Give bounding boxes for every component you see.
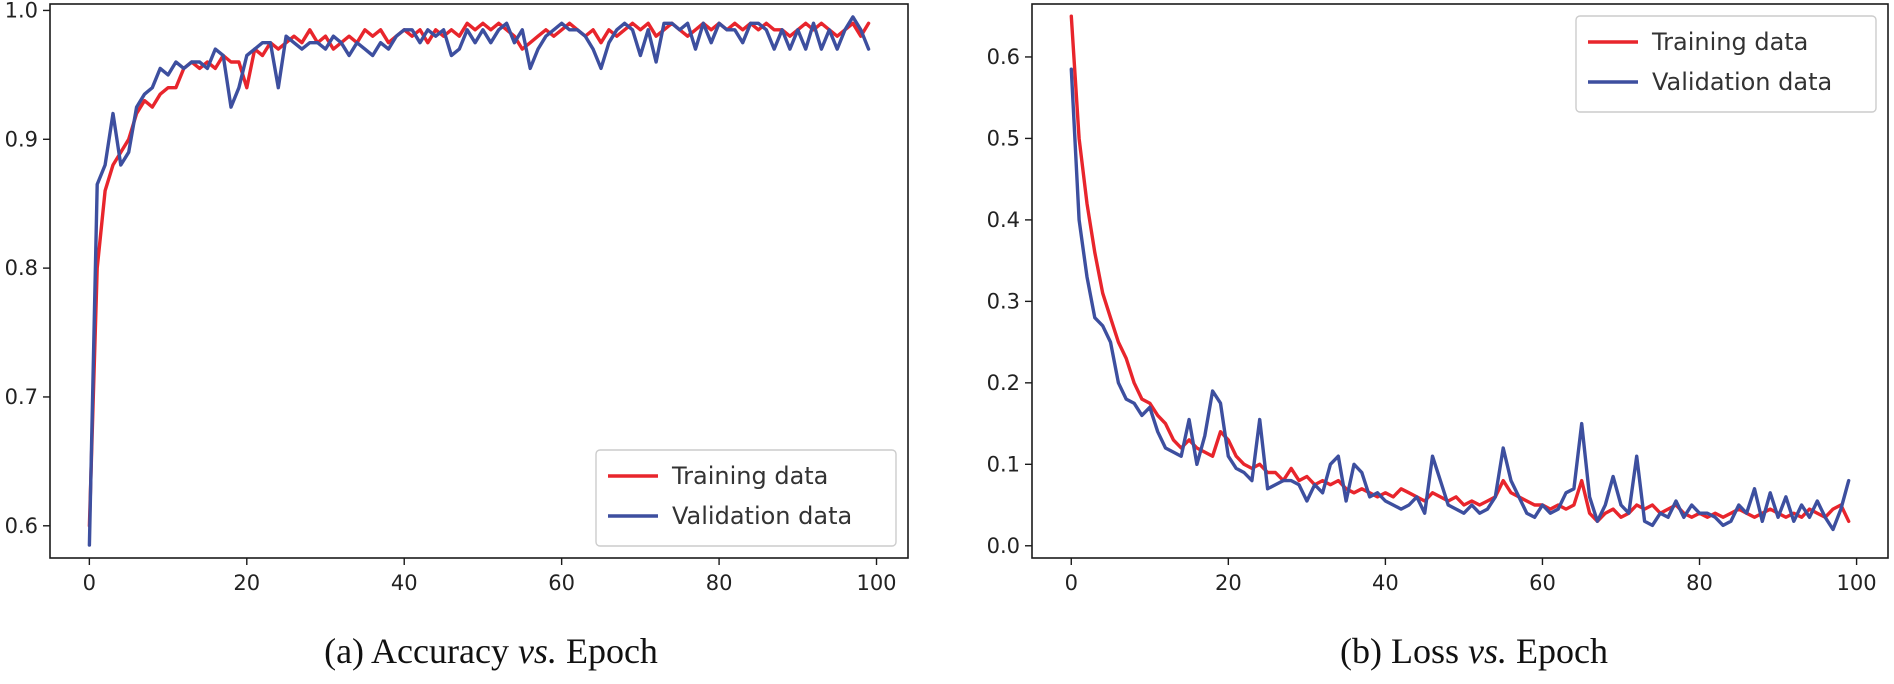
y-tick-label: 0.6 xyxy=(5,514,38,538)
x-tick-label: 60 xyxy=(548,571,575,595)
chart-caption: (a) Accuracy vs. Epoch xyxy=(324,631,658,671)
y-tick-label: 0.2 xyxy=(987,371,1020,395)
validation-data-line xyxy=(1069,67,1851,532)
legend: Training data Validation data xyxy=(1575,15,1877,113)
accuracy-chart: 0 20 40 60 80 100 0.6 0.7 0.8 0.9 1.0 Training data… xyxy=(5,0,909,671)
training-data-line xyxy=(87,21,871,528)
y-tick-label: 1.0 xyxy=(5,0,38,22)
x-tick-label: 40 xyxy=(1372,571,1399,595)
y-tick-label: 0.4 xyxy=(987,208,1020,232)
x-tick-label: 0 xyxy=(1065,571,1078,595)
x-tick-label: 80 xyxy=(706,571,733,595)
x-tick-label: 60 xyxy=(1529,571,1556,595)
plot-frame xyxy=(49,3,909,559)
chart-caption: (b) Loss vs. Epoch xyxy=(1340,631,1608,671)
legend-box xyxy=(595,449,897,547)
x-tick-label: 20 xyxy=(1215,571,1242,595)
legend-training-label: Training data xyxy=(1651,28,1808,56)
x-tick-label: 80 xyxy=(1686,571,1713,595)
validation-data-line xyxy=(87,15,871,547)
x-tick-label: 100 xyxy=(856,571,896,595)
y-tick-label: 0.5 xyxy=(987,126,1020,150)
legend: Training data Validation data xyxy=(595,449,897,547)
x-tick-label: 100 xyxy=(1837,571,1877,595)
y-tick-label: 0.1 xyxy=(987,452,1020,476)
plot-frame xyxy=(1031,3,1889,559)
legend-validation-label: Validation data xyxy=(1652,68,1832,96)
y-tick-label: 0.6 xyxy=(987,45,1020,69)
y-tick-label: 0.9 xyxy=(5,127,38,151)
legend-validation-label: Validation data xyxy=(672,502,852,530)
legend-training-label: Training data xyxy=(671,462,828,490)
y-tick-label: 0.7 xyxy=(5,385,38,409)
y-tick-label: 0.3 xyxy=(987,289,1020,313)
loss-chart: 0 20 40 60 80 100 0.0 0.1 0.2 0.3 0.4 0.5 0.6 Trainin… xyxy=(987,3,1889,671)
x-tick-label: 40 xyxy=(391,571,418,595)
x-tick-label: 20 xyxy=(233,571,260,595)
y-tick-label: 0.0 xyxy=(987,534,1020,558)
legend-box xyxy=(1575,15,1877,113)
x-tick-label: 0 xyxy=(83,571,96,595)
y-tick-label: 0.8 xyxy=(5,256,38,280)
